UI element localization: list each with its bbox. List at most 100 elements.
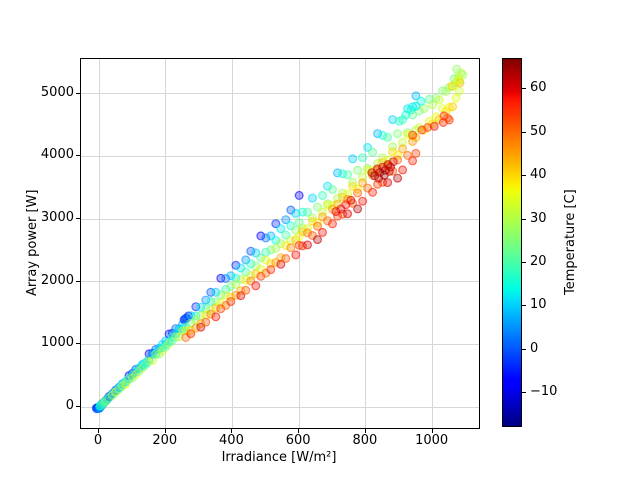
scatter-point <box>373 129 383 139</box>
scatter-point <box>211 312 221 322</box>
y-gridline <box>81 343 479 345</box>
scatter-point <box>256 271 266 281</box>
scatter-point <box>374 173 384 183</box>
x-tick-label: 0 <box>93 433 103 448</box>
scatter-point <box>368 187 378 197</box>
x-tick-label: 1000 <box>415 433 449 448</box>
scatter-point <box>281 215 291 225</box>
scatter-point <box>276 224 286 234</box>
scatter-point <box>294 190 304 200</box>
y-tick-mark <box>76 406 80 408</box>
x-tick-label: 800 <box>352 433 378 448</box>
scatter-point <box>388 115 398 125</box>
x-tick-mark <box>98 429 99 433</box>
scatter-point <box>303 207 313 217</box>
scatter-point <box>206 309 216 319</box>
scatter-point <box>236 291 246 301</box>
scatter-point <box>318 227 328 237</box>
colorbar-tick-label: 30 <box>530 210 547 226</box>
scatter-point <box>246 259 256 269</box>
colorbar-tick-mark <box>522 262 526 264</box>
scatter-point <box>226 271 236 281</box>
colorbar-tick-label: 60 <box>530 80 547 96</box>
scatter-point <box>291 208 301 218</box>
y-tick-label: 1000 <box>40 335 74 351</box>
scatter-point <box>447 81 457 91</box>
scatter-point <box>241 285 251 295</box>
y-tick-mark <box>76 343 80 345</box>
scatter-point <box>261 233 271 243</box>
x-tick-mark <box>298 429 300 433</box>
scatter-point <box>403 150 413 160</box>
y-gridline <box>81 93 479 95</box>
colorbar-tick-mark <box>522 175 526 177</box>
scatter-point <box>256 253 266 263</box>
scatter-point <box>394 116 404 126</box>
scatter-point <box>378 153 388 163</box>
scatter-point <box>454 86 464 96</box>
plot-area <box>80 58 480 429</box>
scatter-point <box>393 173 403 183</box>
colorbar-tick-label: 0 <box>530 340 539 356</box>
colorbar-tick-label: 50 <box>530 123 547 139</box>
scatter-point <box>423 122 433 132</box>
colorbar-tick-label: 10 <box>530 297 547 313</box>
colorbar <box>502 58 522 427</box>
colorbar-tick-label: 40 <box>530 167 547 183</box>
scatter-point <box>331 207 341 217</box>
scatter-point <box>226 282 236 292</box>
scatter-point <box>318 207 328 217</box>
scatter-point <box>393 150 403 160</box>
scatter-point <box>323 216 333 226</box>
scatter-layer <box>91 64 468 414</box>
scatter-point <box>281 230 291 240</box>
colorbar-tick-mark <box>522 392 526 394</box>
scatter-point <box>313 235 323 245</box>
scatter-point <box>221 274 231 284</box>
scatter-point <box>368 147 378 157</box>
x-tick-mark <box>231 429 233 433</box>
x-gridline <box>365 59 367 428</box>
scatter-point <box>383 178 393 188</box>
scatter-point <box>398 144 408 154</box>
scatter-point <box>398 165 408 175</box>
y-tick-label: 2000 <box>40 272 74 288</box>
scatter-point <box>419 103 429 113</box>
scatter-point <box>256 231 266 241</box>
scatter-point <box>353 165 363 175</box>
scatter-point <box>384 166 394 176</box>
scatter-point <box>348 181 358 191</box>
scatter-point <box>328 184 338 194</box>
x-gridline <box>165 59 167 428</box>
x-gridline <box>98 59 100 428</box>
scatter-point <box>358 178 368 188</box>
scatter-point <box>231 273 241 283</box>
scatter-point <box>201 317 211 327</box>
scatter-point <box>408 102 418 112</box>
colorbar-tick-label: −10 <box>530 384 558 400</box>
scatter-point <box>266 245 276 255</box>
scatter-point <box>408 156 418 166</box>
scatter-point <box>378 130 388 140</box>
colorbar-tick-mark <box>522 88 526 90</box>
x-tick-mark <box>364 429 366 433</box>
scatter-point <box>246 246 256 256</box>
scatter-point <box>291 250 301 260</box>
y-gridline <box>81 218 479 220</box>
scatter-point <box>411 148 421 158</box>
scatter-point <box>398 137 408 147</box>
scatter-point <box>451 93 461 103</box>
x-tick-label: 200 <box>152 433 178 448</box>
scatter-point <box>358 196 368 206</box>
colorbar-tick-mark <box>522 348 526 350</box>
scatter-point <box>434 95 444 105</box>
y-tick-label: 5000 <box>40 84 74 100</box>
scatter-point <box>338 192 348 202</box>
scatter-point <box>388 157 398 167</box>
x-gridline <box>432 59 434 428</box>
scatter-point <box>408 130 418 140</box>
scatter-point <box>266 265 276 275</box>
scatter-point <box>348 154 358 164</box>
y-gridline <box>81 281 479 283</box>
